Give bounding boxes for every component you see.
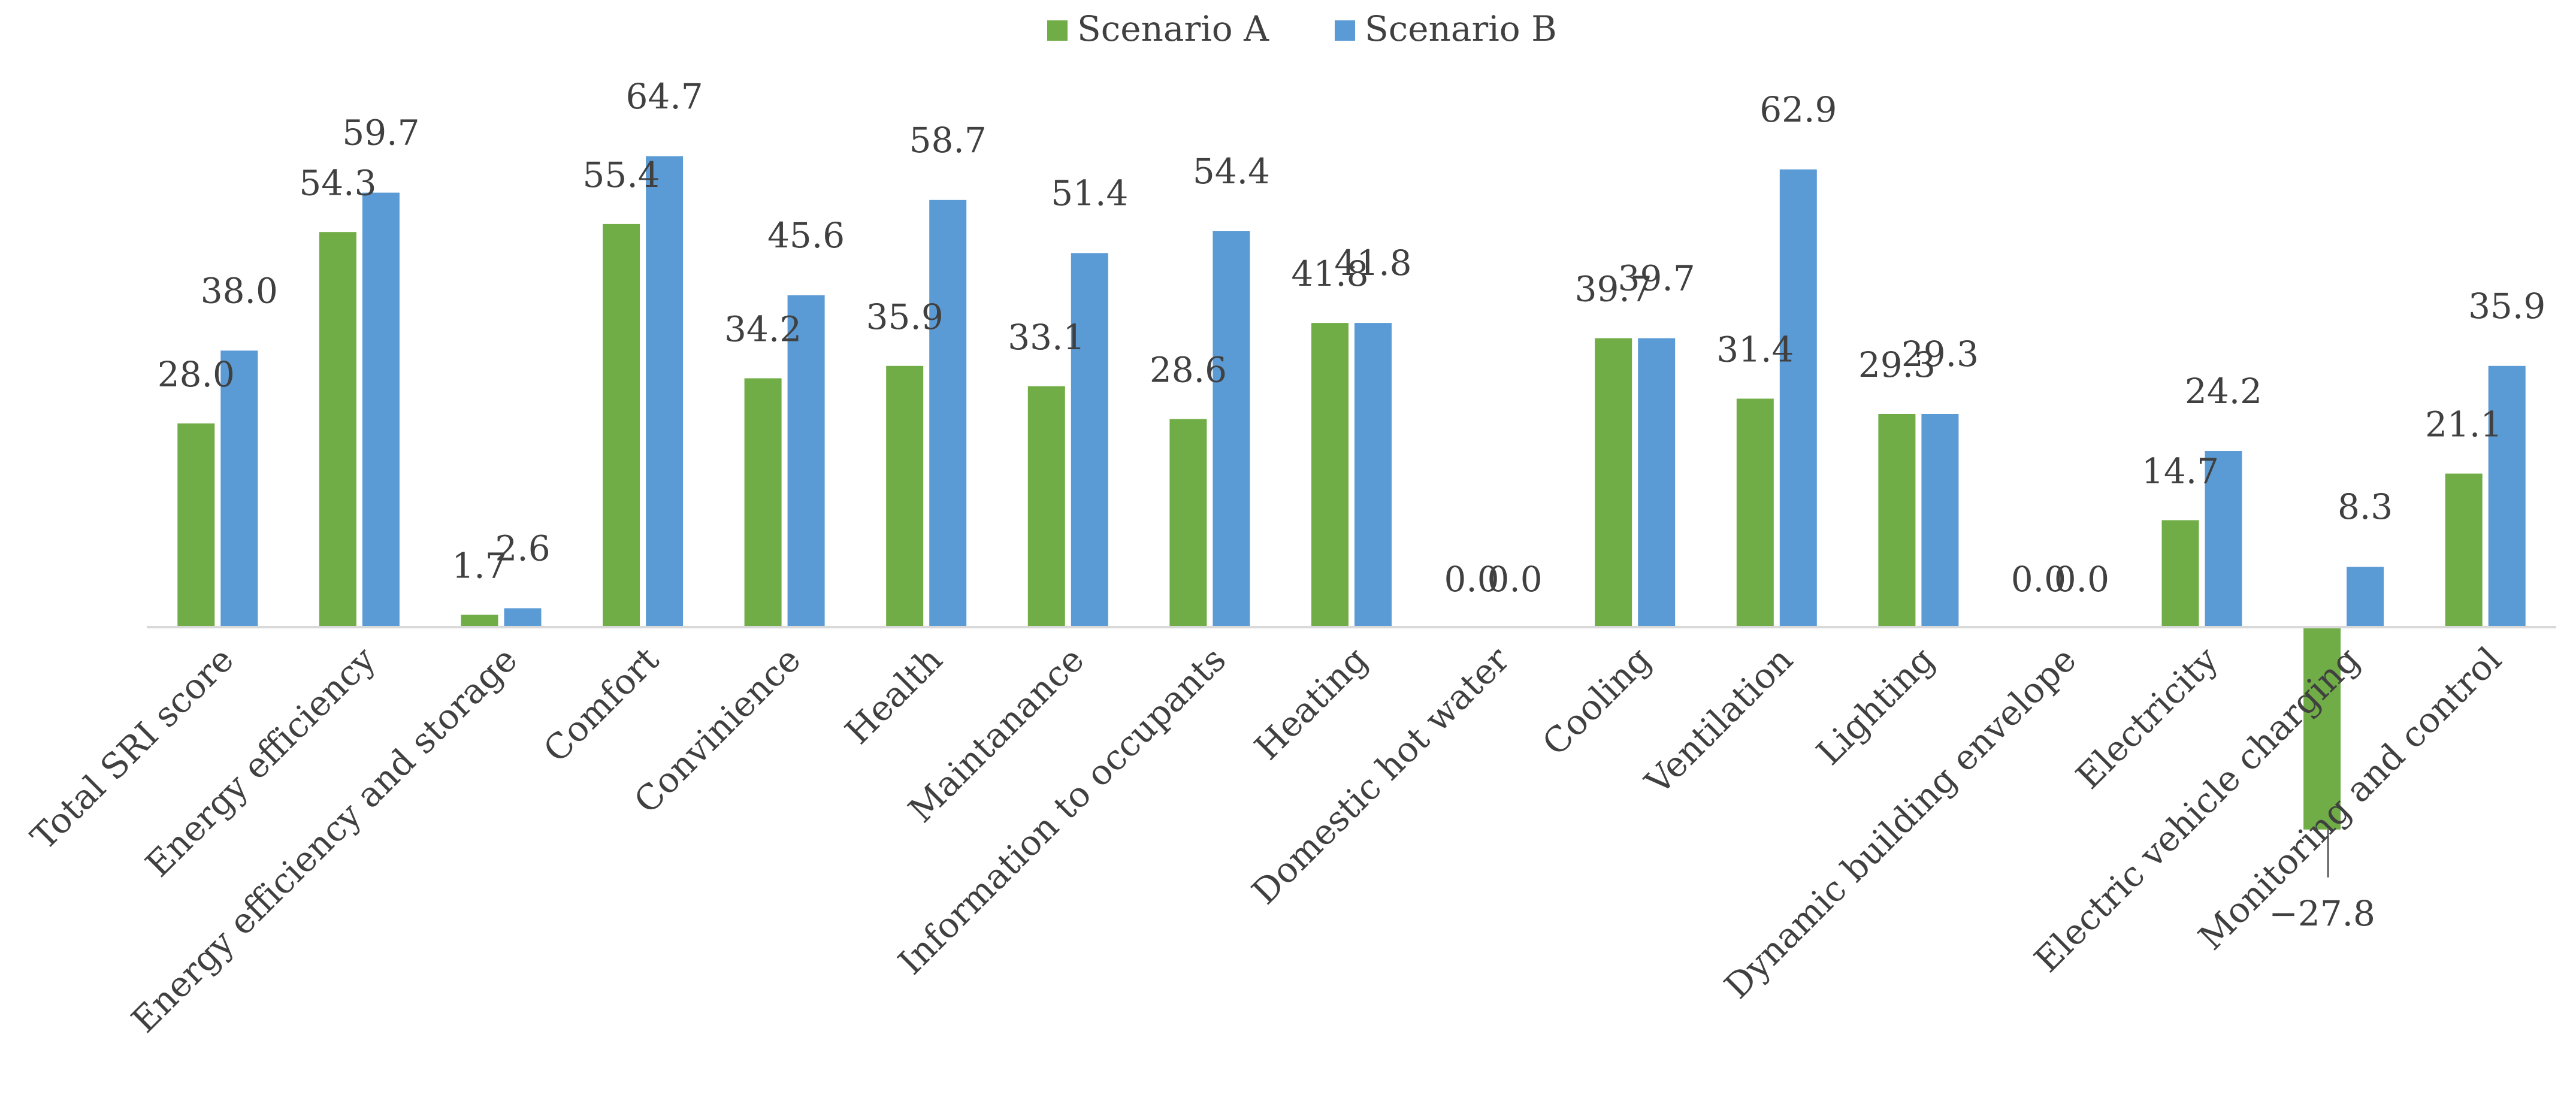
category-label-ventilation: Ventilation <box>1637 639 1801 803</box>
bar-scenario-b-information-to-occupants <box>1213 231 1250 627</box>
category-label-electricity: Electricity <box>2068 639 2226 797</box>
bar-scenario-b-cooling <box>1638 338 1676 627</box>
value-label-scenario-a-electric-vehicle-charging: −27.8 <box>2269 893 2375 934</box>
bar-scenario-a-ventilation <box>1736 398 1774 627</box>
bar-scenario-b-lighting <box>1921 414 1959 627</box>
bars-group <box>177 156 2526 830</box>
value-label-scenario-b-monitoring-and-control: 35.9 <box>2468 286 2545 326</box>
value-label-scenario-a-cooling: 39.7 <box>1575 269 1652 310</box>
bar-scenario-a-energy-efficiency <box>319 232 356 627</box>
bar-scenario-a-electricity <box>2161 520 2199 627</box>
bar-scenario-a-lighting <box>1878 414 1916 627</box>
bar-scenario-b-comfort <box>646 156 684 627</box>
category-label-energy-efficiency: Energy efficiency <box>138 639 383 885</box>
bar-scenario-b-energy-efficiency <box>362 192 400 628</box>
bar-scenario-a-maintanance <box>1027 386 1065 627</box>
value-label-scenario-a-information-to-occupants: 28.6 <box>1150 350 1227 391</box>
category-label-health: Health <box>837 639 951 752</box>
legend-swatch-scenario-a <box>1047 20 1068 41</box>
value-label-scenario-a-domestic-hot-water: 0.0 <box>1444 559 1499 600</box>
bar-scenario-b-health <box>929 199 967 627</box>
bar-scenario-a-comfort <box>603 223 640 627</box>
value-label-scenario-a-ventilation: 31.4 <box>1716 329 1794 370</box>
value-labels-group: 28.0 38.0 54.3 59.7 1.72.6 55.4 64.7 34.2 45.6 35… <box>158 76 2546 934</box>
bar-scenario-b-total-sri-score <box>220 350 258 627</box>
value-label-scenario-b-maintanance: 51.4 <box>1051 173 1128 214</box>
value-label-scenario-a-monitoring-and-control: 21.1 <box>2425 404 2502 445</box>
value-label-scenario-a-comfort: 55.4 <box>583 155 660 195</box>
value-label-scenario-b-ventilation: 62.9 <box>1759 89 1837 130</box>
category-label-comfort: Comfort <box>536 639 667 770</box>
bar-scenario-b-electricity <box>2205 451 2242 627</box>
bar-scenario-b-monitoring-and-control <box>2488 365 2526 627</box>
value-label-scenario-b-health: 58.7 <box>909 120 987 161</box>
category-label-cooling: Cooling <box>1534 639 1659 764</box>
category-label-heating: Heating <box>1247 639 1375 768</box>
bar-scenario-b-energy-efficiency-and-storage <box>504 608 542 627</box>
value-label-scenario-b-dynamic-building-envelope: 0.0 <box>2054 559 2109 600</box>
bar-scenario-a-information-to-occupants <box>1169 419 1207 627</box>
value-label-scenario-a-heating: 41.8 <box>1291 253 1368 294</box>
category-label-domestic-hot-water: Domestic hot water <box>1244 639 1517 912</box>
value-label-scenario-a-lighting: 29.3 <box>1858 344 1936 385</box>
value-label-scenario-b-total-sri-score: 38.0 <box>201 270 278 311</box>
bar-scenario-a-cooling <box>1595 338 1632 627</box>
bar-scenario-a-total-sri-score <box>177 423 215 627</box>
bar-scenario-a-health <box>886 365 924 627</box>
value-label-scenario-b-domestic-hot-water: 0.0 <box>1487 559 1542 600</box>
value-label-scenario-a-energy-efficiency: 54.3 <box>299 162 376 203</box>
bar-scenario-a-convinience <box>744 378 782 627</box>
bar-scenario-b-ventilation <box>1779 169 1817 627</box>
value-label-scenario-b-lighting: 29.3 <box>1901 334 1979 374</box>
value-label-scenario-a-total-sri-score: 28.0 <box>158 354 235 395</box>
value-label-scenario-b-convinience: 45.6 <box>767 215 845 256</box>
bar-scenario-b-heating <box>1354 323 1392 627</box>
bar-scenario-a-electric-vehicle-charging <box>2303 627 2341 830</box>
legend: Scenario A Scenario B <box>1047 8 1557 49</box>
bar-scenario-b-electric-vehicle-charging <box>2347 567 2384 627</box>
value-label-scenario-b-electric-vehicle-charging: 8.3 <box>2338 486 2393 527</box>
value-label-scenario-b-cooling: 39.7 <box>1618 258 1695 299</box>
bar-scenario-b-maintanance <box>1071 253 1108 627</box>
value-label-scenario-b-heating: 41.8 <box>1334 243 1411 283</box>
value-label-scenario-b-information-to-occupants: 54.4 <box>1193 151 1270 192</box>
value-label-scenario-b-energy-efficiency: 59.7 <box>342 113 419 153</box>
legend-swatch-scenario-b <box>1335 20 1355 41</box>
bar-scenario-a-energy-efficiency-and-storage <box>461 615 498 627</box>
value-label-scenario-b-electricity: 24.2 <box>2185 371 2262 412</box>
value-label-scenario-a-health: 35.9 <box>866 297 944 337</box>
legend-label-scenario-b: Scenario B <box>1365 8 1557 49</box>
value-label-scenario-a-dynamic-building-envelope: 0.0 <box>2011 559 2066 600</box>
value-label-scenario-a-energy-efficiency-and-storage: 1.7 <box>452 545 507 586</box>
bar-scenario-a-monitoring-and-control <box>2445 473 2483 627</box>
bar-scenario-b-convinience <box>787 295 825 627</box>
bar-scenario-a-heating <box>1311 323 1349 627</box>
value-label-scenario-a-convinience: 34.2 <box>724 309 802 350</box>
value-label-scenario-a-electricity: 14.7 <box>2142 450 2219 491</box>
value-label-scenario-b-comfort: 64.7 <box>626 76 703 117</box>
legend-label-scenario-a: Scenario A <box>1077 8 1269 49</box>
value-label-scenario-b-energy-efficiency-and-storage: 2.6 <box>495 528 550 568</box>
category-label-lighting: Lighting <box>1809 639 1942 773</box>
value-label-scenario-a-maintanance: 33.1 <box>1008 317 1085 358</box>
